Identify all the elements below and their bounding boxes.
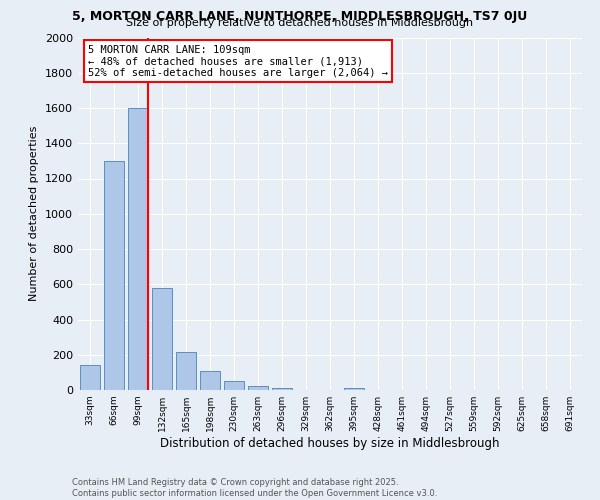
Text: 5 MORTON CARR LANE: 109sqm
← 48% of detached houses are smaller (1,913)
52% of s: 5 MORTON CARR LANE: 109sqm ← 48% of deta… bbox=[88, 44, 388, 78]
X-axis label: Distribution of detached houses by size in Middlesbrough: Distribution of detached houses by size … bbox=[160, 437, 500, 450]
Bar bbox=[224, 381, 244, 390]
Text: Contains HM Land Registry data © Crown copyright and database right 2025.
Contai: Contains HM Land Registry data © Crown c… bbox=[72, 478, 437, 498]
Text: Size of property relative to detached houses in Middlesbrough: Size of property relative to detached ho… bbox=[127, 18, 473, 28]
Y-axis label: Number of detached properties: Number of detached properties bbox=[29, 126, 40, 302]
Bar bbox=[248, 386, 268, 390]
Bar bbox=[104, 161, 124, 390]
Bar bbox=[80, 366, 100, 390]
Bar bbox=[344, 388, 364, 390]
Bar bbox=[152, 288, 172, 390]
Bar bbox=[128, 108, 148, 390]
Bar bbox=[272, 388, 292, 390]
Text: 5, MORTON CARR LANE, NUNTHORPE, MIDDLESBROUGH, TS7 0JU: 5, MORTON CARR LANE, NUNTHORPE, MIDDLESB… bbox=[73, 10, 527, 23]
Bar bbox=[176, 352, 196, 390]
Bar bbox=[200, 372, 220, 390]
